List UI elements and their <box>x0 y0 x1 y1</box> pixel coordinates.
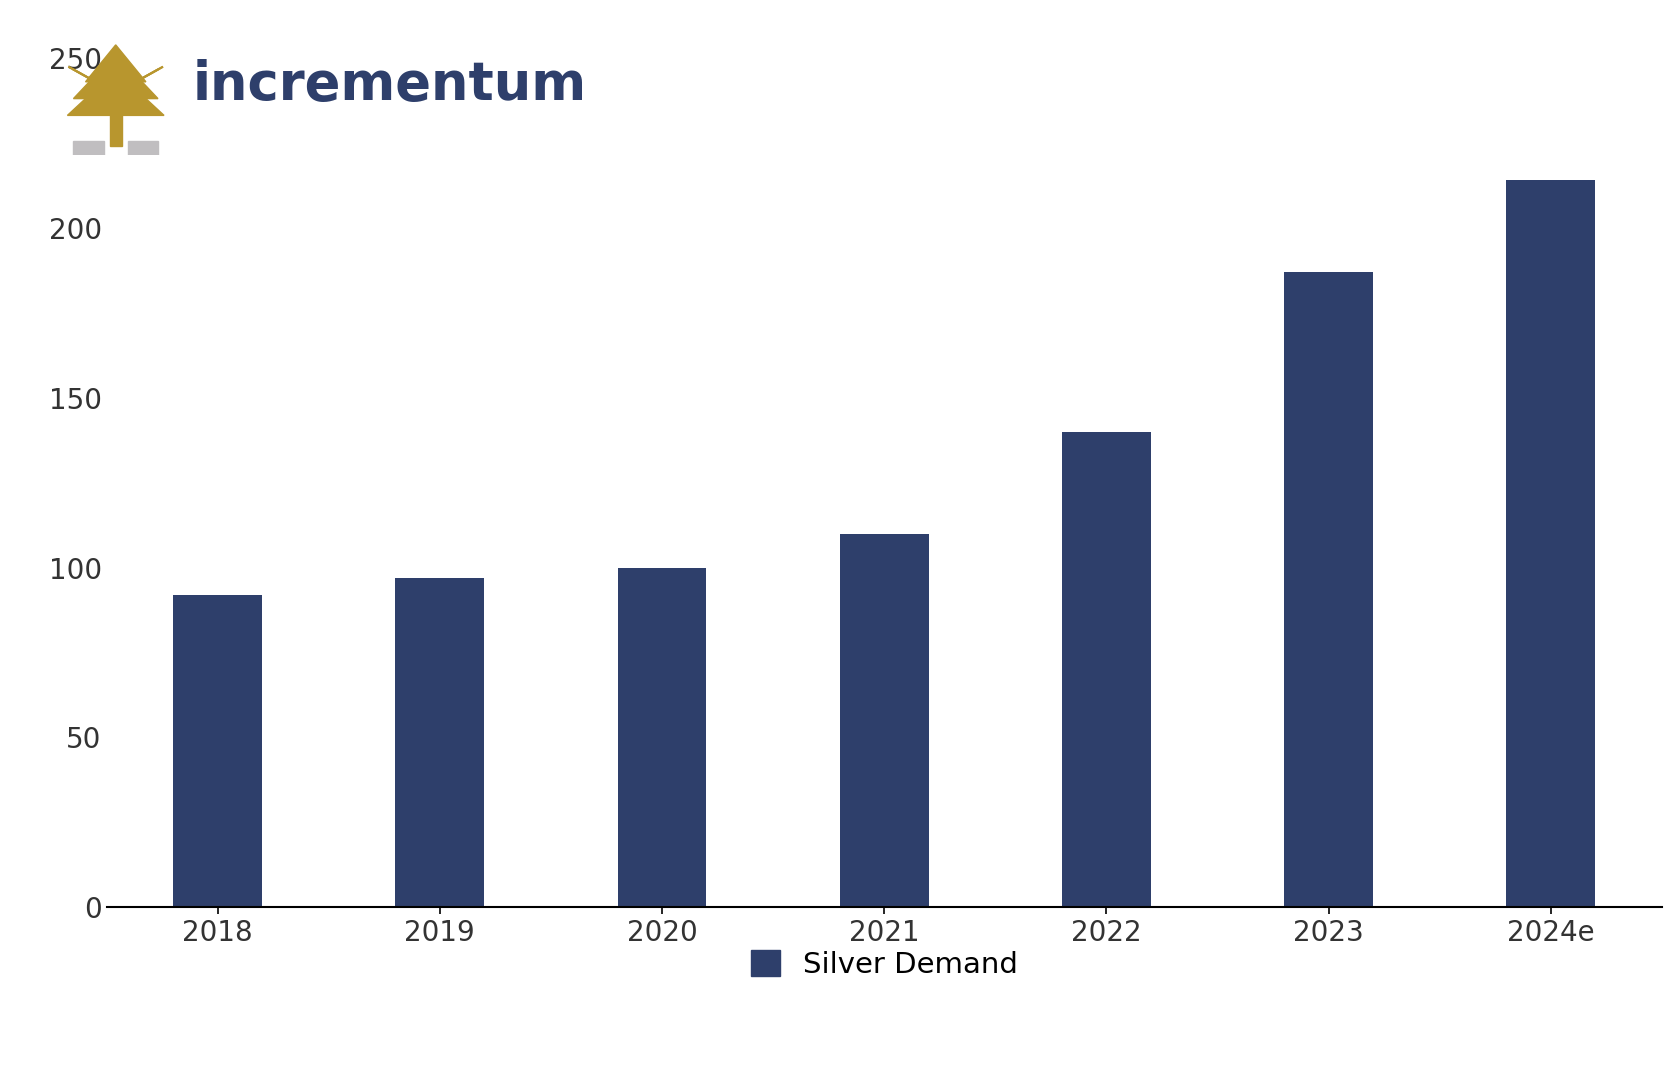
Bar <box>74 141 104 155</box>
Polygon shape <box>86 45 146 82</box>
Bar <box>617 567 706 907</box>
Bar <box>1506 180 1595 907</box>
Legend: Silver Demand: Silver Demand <box>740 938 1030 990</box>
Bar <box>840 534 929 907</box>
Bar <box>1285 272 1373 907</box>
Bar <box>396 578 485 907</box>
Polygon shape <box>74 53 158 99</box>
Bar <box>127 141 158 155</box>
Polygon shape <box>67 70 164 115</box>
Bar <box>1062 432 1150 907</box>
Bar <box>173 595 262 907</box>
Polygon shape <box>109 104 122 146</box>
Text: incrementum: incrementum <box>193 59 587 111</box>
